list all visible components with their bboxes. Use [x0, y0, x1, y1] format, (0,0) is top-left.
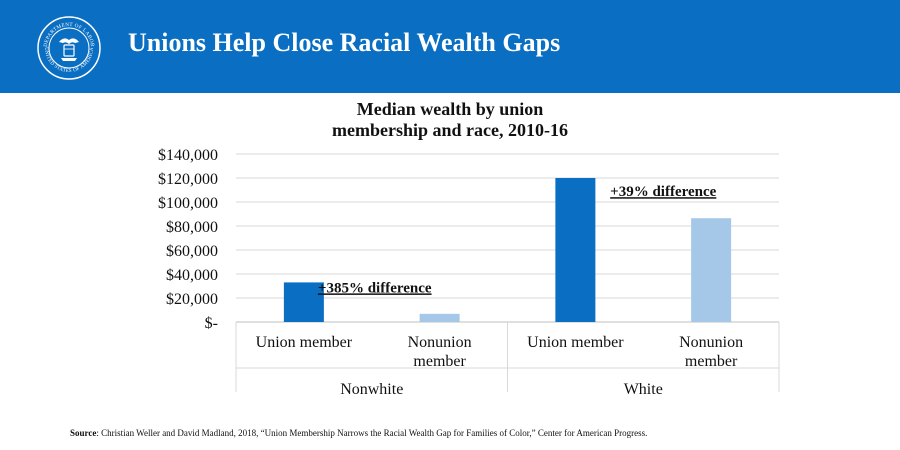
y-tick-label: $80,000 [166, 219, 218, 236]
bar [555, 178, 596, 322]
y-tick-label: $60,000 [166, 243, 218, 260]
group-label: White [624, 381, 663, 398]
group-label: Nonwhite [340, 381, 403, 398]
y-tick-label: $- [205, 315, 218, 332]
bar [419, 313, 460, 322]
page-title: Unions Help Close Racial Wealth Gaps [128, 28, 561, 57]
department-seal-icon: DEPARTMENT OF LABOR UNITED STATES OF AME… [37, 16, 101, 80]
category-label: Nonunion [408, 334, 472, 351]
y-tick-label: $120,000 [158, 171, 218, 188]
bar-chart: $- $20,000 $40,000 $60,000 $80,000 $100,000 $1… [158, 147, 780, 398]
y-tick-label: $40,000 [166, 267, 218, 284]
source-label: Source [70, 428, 97, 438]
source-text: : Christian Weller and David Madland, 20… [96, 428, 648, 438]
header-banner: DEPARTMENT OF LABOR UNITED STATES OF AME… [0, 0, 900, 93]
y-tick-label: $100,000 [158, 195, 218, 212]
category-label: member [685, 353, 738, 370]
source-note: Source: Christian Weller and David Madla… [70, 428, 647, 438]
difference-annotation: +385% difference [318, 280, 432, 296]
category-label: Union member [256, 334, 353, 351]
y-tick-label: $20,000 [166, 291, 218, 308]
difference-annotation: +39% difference [610, 184, 716, 200]
category-label: Union member [527, 334, 624, 351]
bar [691, 218, 732, 322]
bar [283, 282, 324, 322]
y-tick-label: $140,000 [158, 147, 218, 164]
chart-title: Median wealth by union membership and ra… [250, 99, 650, 141]
category-label: member [413, 353, 466, 370]
category-label: Nonunion [679, 334, 743, 351]
chart-title-line-1: Median wealth by union [356, 99, 544, 119]
chart-title-line-2: membership and race, 2010-16 [332, 120, 568, 140]
